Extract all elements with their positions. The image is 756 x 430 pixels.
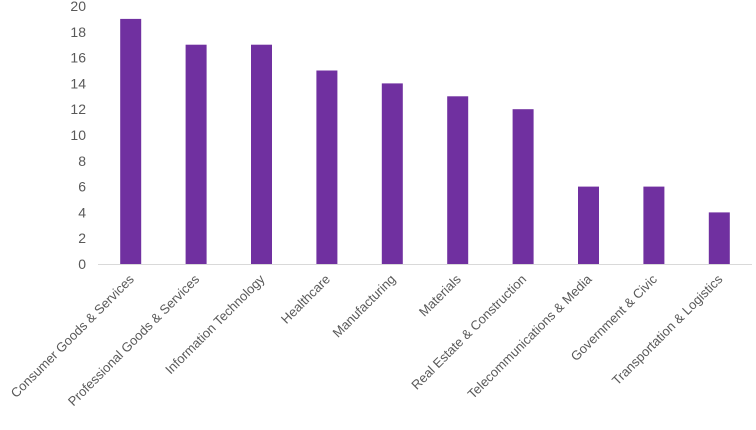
y-tick-label: 2 — [78, 230, 86, 246]
y-tick-label: 14 — [70, 75, 86, 91]
bar — [708, 212, 730, 264]
bar — [643, 186, 665, 264]
y-tick-label: 18 — [70, 24, 86, 40]
x-tick-label: Healthcare — [278, 272, 333, 327]
x-tick-label: Professional Goods & Services — [65, 271, 203, 409]
bar — [316, 70, 338, 264]
x-tick-label: Manufacturing — [330, 272, 399, 341]
x-tick-label: Consumer Goods & Services — [8, 271, 137, 400]
y-tick-label: 10 — [70, 127, 86, 143]
bars — [120, 18, 730, 265]
bar — [381, 83, 403, 265]
y-tick-label: 16 — [70, 50, 86, 66]
bar — [447, 96, 469, 264]
bar — [185, 44, 207, 265]
y-tick-label: 0 — [78, 256, 86, 272]
x-tick-label: Real Estate & Construction — [408, 272, 529, 393]
bar — [120, 18, 142, 265]
x-tick-label: Transportation & Logistics — [609, 271, 726, 388]
bar — [578, 186, 599, 264]
y-tick-label: 4 — [78, 204, 86, 220]
y-tick-label: 6 — [78, 179, 86, 195]
bar — [512, 109, 534, 264]
y-axis: 0 2 4 6 8 10 12 14 16 18 20 — [70, 0, 86, 272]
y-tick-label: 20 — [70, 0, 86, 14]
bar — [251, 44, 272, 265]
y-tick-label: 8 — [78, 153, 86, 169]
x-tick-label: Materials — [416, 271, 464, 319]
x-tick-label: Telecommunications & Media — [464, 271, 595, 402]
y-tick-label: 12 — [70, 101, 86, 117]
